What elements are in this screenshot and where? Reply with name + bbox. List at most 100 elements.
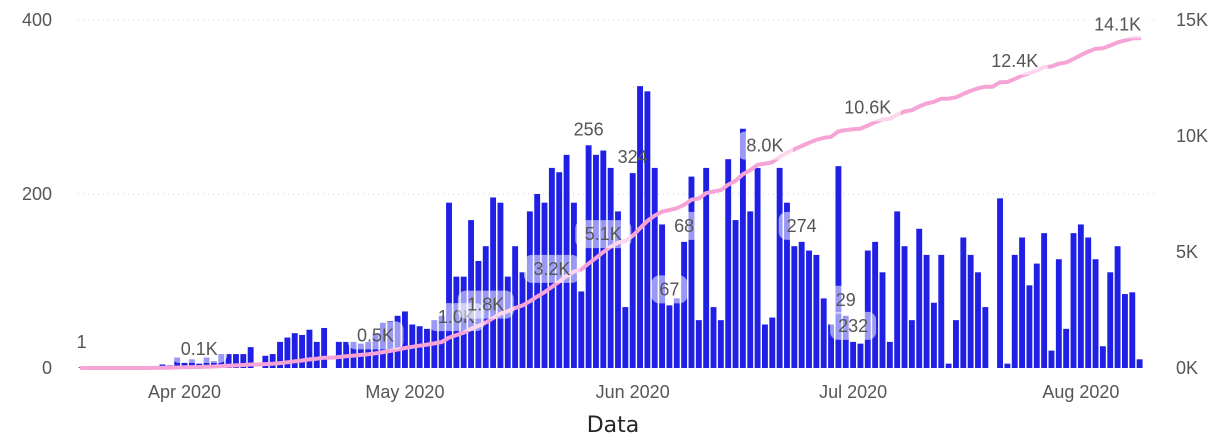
bar [1085,237,1092,368]
bar [644,91,651,368]
bar [262,355,269,368]
line-data-label-bg [736,131,793,160]
bar [1099,346,1106,368]
bar [894,211,901,368]
bar [725,159,732,368]
bar [313,341,320,368]
bar [886,341,893,368]
bar [703,167,710,368]
x-tick-label: May 2020 [365,382,444,402]
bar [997,198,1003,368]
bar [446,202,452,368]
bar-data-label: 256 [574,119,604,139]
line-data-label-bg [457,290,514,319]
bar-data-label: 67 [659,279,679,299]
bar [1026,285,1033,368]
x-tick-label: Aug 2020 [1042,382,1119,402]
bar [1092,259,1099,368]
bar [681,241,688,368]
bar [600,150,607,368]
bar [651,167,658,368]
bar [916,228,923,368]
line-data-label: 14.1K [1094,14,1141,34]
x-axis-title: Data [587,413,640,438]
bar [1041,233,1048,368]
bar [945,363,952,368]
bar-data-label-bg [830,311,877,340]
bar [570,202,577,368]
bar [306,329,313,368]
bar [754,167,761,368]
bar [1136,359,1143,368]
data-labels: 1324256274232676829100.1K0.5K1.0K1.8K3.2… [68,0,1164,363]
y-tick-label: 0 [42,358,52,378]
bar [1070,233,1077,368]
x-tick-label: Jun 2020 [596,382,670,402]
x-tick-label: Jul 2020 [819,382,887,402]
line-data-label: 1.8K [467,295,504,315]
bar [1063,328,1070,368]
bar [1019,237,1026,368]
bar [739,128,746,368]
bar [857,343,864,368]
gridlines [78,19,1158,195]
bar [615,211,621,368]
bar-data-label: 1 [77,332,87,352]
line-data-label: 5.1K [585,224,622,244]
bar-data-label: 68 [674,216,694,236]
bar [828,324,834,368]
bar [1055,259,1062,368]
bar-data-label-bg [68,328,95,356]
bar [673,298,680,368]
bar [960,237,967,368]
bar [908,320,915,368]
bar [982,307,989,368]
bar [607,167,614,368]
bar [277,341,283,368]
bar [622,307,629,368]
bar [284,337,291,368]
bar [372,333,379,368]
bar [813,254,820,368]
bar [688,176,695,368]
line-data-label-bg [523,254,580,283]
bar [335,341,342,368]
y2-tick-label: 15K [1176,10,1208,30]
bar [732,220,739,368]
bar [233,354,239,368]
bar [174,357,181,368]
y-tick-label: 200 [22,184,52,204]
bar [879,272,886,368]
bar [291,333,298,368]
y2-tick-label: 0K [1176,358,1198,378]
bar [820,298,827,368]
bar-data-label-bg [827,285,864,314]
bar [710,307,717,368]
bar [247,347,254,368]
bar [901,246,908,368]
bar [541,202,548,368]
bar [806,250,812,368]
line-data-label-bg [834,93,901,122]
bar [798,241,805,368]
y-tick-label: 400 [22,10,52,30]
line-data-label: 0.1K [181,339,218,359]
bar [1033,263,1040,368]
bar [585,145,592,368]
bar [975,272,981,368]
bar [1107,272,1114,368]
bar [938,254,945,368]
line-data-label-bg [575,220,632,249]
bar [519,272,526,368]
bar [1122,294,1128,368]
bar [923,254,930,368]
bar [930,302,937,368]
bar [504,276,511,368]
bar [490,197,497,368]
bar [269,354,276,368]
bar [1114,246,1121,368]
bar-data-label-bg [666,211,703,240]
bar [225,354,232,368]
